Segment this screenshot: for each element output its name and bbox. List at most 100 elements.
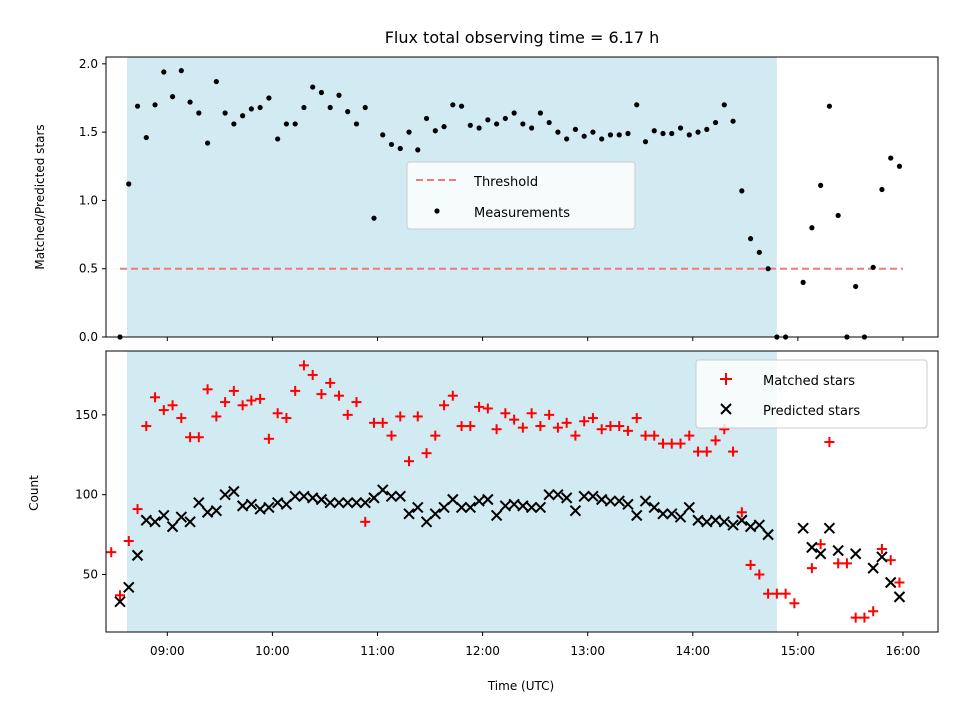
predicted-star-point (613, 495, 625, 507)
matched-legend-label: Matched stars (763, 374, 855, 389)
matched-star-point (298, 360, 309, 371)
predicted-star-point (149, 516, 161, 528)
predicted-star-point (648, 501, 660, 514)
measurement-point (134, 103, 141, 109)
predicted-star-point (569, 504, 582, 517)
measurement-point (572, 126, 579, 132)
measurement-point (529, 125, 535, 131)
matched-star-point (561, 417, 572, 428)
matched-star-point (263, 433, 274, 444)
matched-star-point (377, 417, 388, 428)
measurement-point (467, 122, 473, 128)
predicted-star-point (718, 516, 731, 528)
measurement-point (310, 84, 316, 90)
matched-star-point (596, 424, 607, 435)
predicted-star-point (727, 519, 739, 531)
matched-star-point (412, 411, 423, 422)
predicted-star-point (263, 501, 275, 514)
predicted-star-point (692, 514, 704, 526)
matched-star-point (316, 389, 327, 400)
measurement-point (879, 186, 885, 193)
measurement-point (371, 215, 377, 221)
matched-star-point (115, 590, 126, 601)
matched-star-point (526, 408, 537, 419)
measurement-point (677, 125, 684, 131)
measurement-point (669, 130, 675, 137)
predicted-star-point (306, 492, 319, 504)
predicted-star-point (447, 493, 459, 506)
measurement-point (651, 128, 657, 134)
predicted-star-point (543, 488, 555, 501)
predicted-star-point (753, 519, 766, 531)
predicted-star-point (709, 514, 722, 526)
measurement-point (765, 266, 771, 272)
measurement-point (318, 89, 325, 96)
measurement-point (204, 140, 211, 146)
bottom-legend: Matched stars Predicted stars (695, 359, 928, 429)
matched-star-point (430, 430, 441, 441)
matched-star-point (342, 409, 353, 420)
x-tick-label: 14:00 (675, 644, 710, 658)
matched-star-point (780, 588, 791, 599)
top-y-axis-label: Matched/Predicted stars (33, 124, 47, 269)
measurement-point (266, 95, 272, 101)
matched-star-point (228, 385, 239, 396)
measurement-point (126, 181, 132, 187)
matched-star-point (290, 385, 301, 396)
matched-stars-points (106, 360, 905, 623)
measurement-point (555, 129, 561, 135)
matched-star-point (517, 422, 528, 433)
matched-star-point (360, 516, 371, 527)
x-tick-label: 16:00 (886, 644, 921, 658)
predicted-star-point (657, 508, 669, 520)
y-tick-label: 0.0 (79, 330, 98, 344)
predicted-star-point (622, 498, 634, 510)
matched-star-point (885, 555, 896, 566)
measurement-point (502, 115, 508, 122)
matched-legend-swatch (720, 373, 732, 385)
measurement-point (388, 141, 395, 148)
matched-star-point (439, 400, 450, 411)
measurement-point (143, 134, 149, 141)
predicted-star-point (587, 490, 599, 502)
predicted-star-point (175, 511, 188, 523)
matched-star-point (605, 421, 616, 432)
top-legend-box (406, 161, 636, 230)
measurement-point (511, 110, 517, 116)
predicted-star-point (219, 488, 231, 501)
matched-star-point (150, 392, 161, 403)
predicted-star-point (823, 522, 836, 534)
y-tick-label: 100 (75, 488, 98, 502)
predicted-star-point (131, 549, 144, 562)
predicted-star-point (289, 490, 301, 502)
measurement-point (616, 132, 622, 138)
measurement-point (704, 126, 710, 132)
matched-star-point (859, 612, 870, 623)
measurement-point (712, 119, 719, 126)
matched-star-point (281, 413, 292, 424)
matched-star-point (658, 438, 669, 449)
matched-star-point (123, 535, 134, 546)
predicted-star-point (736, 514, 748, 526)
measurement-point (730, 118, 736, 124)
measurement-point (213, 78, 219, 85)
matched-star-point (535, 421, 546, 432)
matched-star-point (806, 563, 817, 574)
matched-star-point (693, 446, 704, 457)
predicted-star-point (368, 492, 380, 504)
measurement-point (809, 225, 815, 231)
matched-star-point (763, 588, 774, 599)
predicted-star-point (482, 493, 494, 506)
measurement-point (494, 121, 500, 127)
predicted-star-point (517, 500, 529, 512)
predicted-legend-swatch (720, 403, 732, 415)
predicted-legend-label: Predicted stars (763, 404, 860, 419)
predicted-star-point (560, 492, 573, 504)
matched-star-point (614, 421, 625, 432)
predicted-star-point (701, 516, 713, 528)
top-legend: Threshold Measurements (406, 161, 636, 230)
top-y-axis: 0.0 0.5 1.0 1.5 2.0 (79, 57, 106, 344)
bottom-x-axis: 09:00 10:00 11:00 12:00 13:00 14:00 15:00 16:00 (150, 632, 920, 658)
x-tick-label: 09:00 (150, 644, 185, 658)
matched-star-point (666, 438, 677, 449)
